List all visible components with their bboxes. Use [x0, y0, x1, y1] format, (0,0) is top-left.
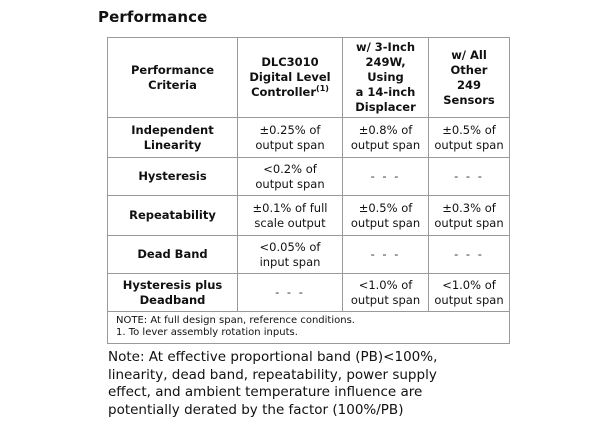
- cell-249w: - - -: [342, 157, 429, 196]
- cell-other: - - -: [428, 235, 510, 274]
- cell-dlc: - - -: [237, 273, 343, 312]
- cell-text: output span: [434, 215, 504, 230]
- row-label-linearity: Independent Linearity: [107, 117, 238, 158]
- header-text: w/ 3-Inch: [355, 40, 416, 54]
- cell-249w: - - -: [342, 235, 429, 274]
- header-text: 249 Sensors: [443, 77, 495, 107]
- row-label-text: Linearity: [143, 137, 202, 152]
- note-line: effect, and ambient temperature influenc…: [108, 384, 423, 400]
- cell-text: <1.0% of: [358, 277, 413, 292]
- cell-other: ±0.3% of output span: [428, 195, 510, 236]
- note-line: linearity, dead band, repeatability, pow…: [108, 366, 437, 383]
- header-text: Displacer: [355, 100, 416, 114]
- header-text: Controller: [251, 85, 317, 99]
- cell-249w: <1.0% of output span: [342, 273, 429, 312]
- row-label-hysteresis-plus-deadband: Hysteresis plus Deadband: [107, 273, 238, 312]
- cell-text: scale output: [254, 215, 326, 230]
- table-note: 1. To lever assembly rotation inputs.: [116, 327, 298, 338]
- cell-249w: ±0.8% of output span: [342, 117, 429, 158]
- table-notes-row: NOTE: At full design span, reference con…: [107, 311, 510, 344]
- table-notes: NOTE: At full design span, reference con…: [107, 311, 510, 344]
- cell-text: output span: [434, 137, 504, 152]
- table-row: Independent Linearity ±0.25% of output s…: [107, 117, 510, 158]
- cell-text: - - -: [370, 169, 401, 183]
- cell-other: ±0.5% of output span: [428, 117, 510, 158]
- cell-other: <1.0% of output span: [428, 273, 510, 312]
- row-label-text: Independent: [131, 122, 214, 137]
- header-text: DLC3010: [261, 55, 319, 69]
- header-dlc3010: DLC3010 Digital Level Controller(1): [237, 37, 343, 118]
- section-heading: Performance: [98, 8, 208, 26]
- row-label-text: Hysteresis: [138, 169, 207, 183]
- table-row: Dead Band <0.05% of input span - - - - -…: [107, 235, 510, 274]
- cell-dlc: ±0.25% of output span: [237, 117, 343, 158]
- header-249w-14in: w/ 3-Inch 249W, Using a 14-inch Displace…: [342, 37, 429, 118]
- cell-text: output span: [434, 292, 504, 307]
- cell-text: ±0.5% of: [442, 122, 496, 137]
- note-line: potentially derated by the factor (100%/…: [108, 401, 404, 418]
- header-performance-criteria: Performance Criteria: [107, 37, 238, 118]
- cell-text: ±0.1% of full: [252, 200, 328, 215]
- row-label-hysteresis: Hysteresis: [107, 157, 238, 196]
- header-text: 249W, Using: [365, 55, 406, 84]
- cell-text: <1.0% of: [442, 277, 496, 292]
- cell-text: - - -: [275, 285, 305, 299]
- pb-derating-note: Note: At effective proportional band (PB…: [108, 349, 528, 419]
- row-label-text: Hysteresis plus: [122, 277, 223, 292]
- cell-text: output span: [350, 215, 421, 230]
- cell-text: output span: [255, 137, 325, 152]
- table-note: NOTE: At full design span, reference con…: [116, 315, 355, 326]
- header-text: Performance: [130, 62, 215, 77]
- cell-text: input span: [259, 254, 321, 269]
- row-label-text: Repeatability: [129, 208, 216, 222]
- table-header-row: Performance Criteria DLC3010 Digital Lev…: [107, 37, 510, 118]
- cell-text: <0.2% of: [263, 161, 317, 176]
- cell-text: ±0.5% of: [358, 200, 413, 215]
- header-text: Digital Level: [249, 70, 331, 84]
- row-label-repeatability: Repeatability: [107, 195, 238, 236]
- footnote-marker: (1): [316, 84, 329, 94]
- header-text: Criteria: [148, 77, 197, 92]
- row-label-dead-band: Dead Band: [107, 235, 238, 274]
- cell-text: output span: [350, 292, 421, 307]
- table-row: Hysteresis <0.2% of output span - - - - …: [107, 157, 510, 196]
- cell-249w: ±0.5% of output span: [342, 195, 429, 236]
- cell-text: <0.05% of: [259, 239, 321, 254]
- performance-table: Performance Criteria DLC3010 Digital Lev…: [107, 37, 510, 344]
- cell-dlc: <0.05% of input span: [237, 235, 343, 274]
- cell-text: output span: [255, 176, 325, 191]
- cell-other: - - -: [428, 157, 510, 196]
- table-row: Repeatability ±0.1% of full scale output…: [107, 195, 510, 236]
- cell-text: - - -: [370, 247, 401, 261]
- note-line: Note: At effective proportional band (PB…: [108, 349, 438, 365]
- cell-dlc: ±0.1% of full scale output: [237, 195, 343, 236]
- cell-text: - - -: [454, 247, 484, 261]
- row-label-text: Deadband: [139, 292, 206, 307]
- header-text: w/ All Other: [450, 47, 488, 77]
- header-text: a 14-inch: [355, 85, 416, 99]
- cell-text: output span: [350, 137, 421, 152]
- header-other-249: w/ All Other 249 Sensors: [428, 37, 510, 118]
- row-label-text: Dead Band: [137, 247, 208, 261]
- cell-text: ±0.3% of: [442, 200, 496, 215]
- cell-text: ±0.8% of: [358, 122, 413, 137]
- table-row: Hysteresis plus Deadband - - - <1.0% of …: [107, 273, 510, 312]
- cell-text: ±0.25% of: [259, 122, 321, 137]
- cell-dlc: <0.2% of output span: [237, 157, 343, 196]
- cell-text: - - -: [454, 169, 484, 183]
